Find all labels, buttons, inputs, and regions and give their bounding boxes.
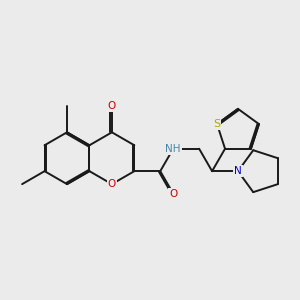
Text: NH: NH	[166, 144, 181, 154]
Text: N: N	[234, 166, 242, 176]
Text: O: O	[108, 101, 116, 111]
Text: S: S	[214, 119, 220, 129]
Text: O: O	[108, 179, 116, 189]
Text: O: O	[169, 189, 177, 199]
